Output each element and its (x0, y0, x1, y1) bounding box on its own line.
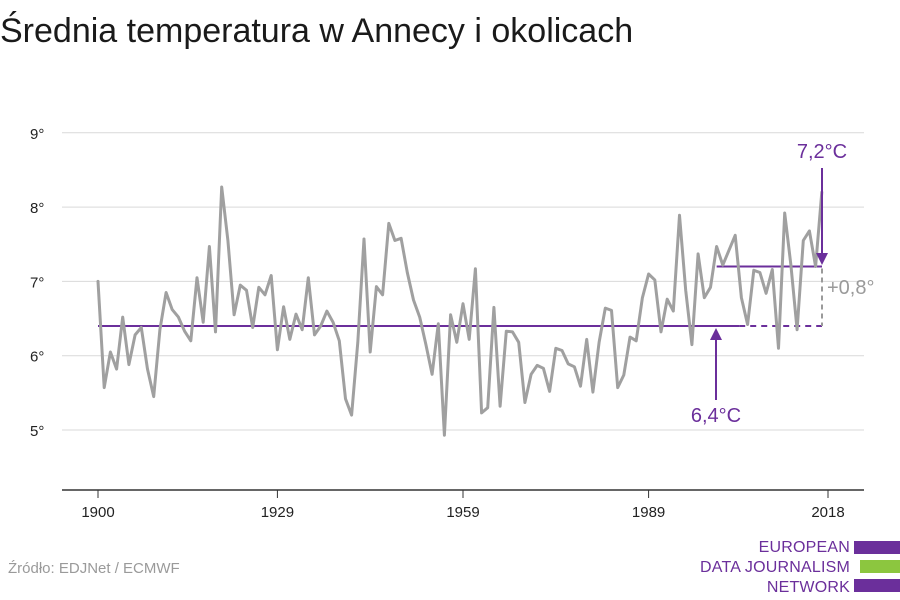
x-tick-label-1900: 1900 (81, 504, 114, 521)
x-tick-label-1929: 1929 (261, 504, 294, 521)
y-tick-label-6: 6° (30, 349, 44, 366)
series-group (96, 185, 824, 437)
y-tick-labels: 5° 6° 7° 8° 9° (30, 126, 44, 440)
label-long-average: 6,4°C (691, 405, 741, 427)
x-axis: 1900 1929 1959 1989 2018 (62, 489, 864, 521)
edjnet-logo: EUROPEAN DATA JOURNALISM NETWORK (700, 536, 900, 598)
logo-bar-1 (854, 541, 900, 554)
y-tick-label-7: 7° (30, 274, 44, 291)
logo-line-2: DATA JOURNALISM (700, 559, 850, 576)
x-tick-label-1959: 1959 (446, 504, 479, 521)
y-tick-label-8: 8° (30, 200, 44, 217)
annotations: +0,8° 7,2°C 6,4°C (691, 141, 875, 427)
source-note: Źródło: EDJNet / ECMWF (8, 560, 180, 577)
logo-bar-3 (854, 579, 900, 592)
x-tick-label-2018: 2018 (811, 504, 844, 521)
grid-lines (62, 132, 864, 431)
logo-line-3: NETWORK (766, 579, 850, 596)
arrow-long-head (710, 328, 722, 340)
chart-title: Średnia temperatura w Annecy i okolicach (0, 12, 634, 50)
arrow-recent-head (816, 253, 828, 265)
y-tick-label-5: 5° (30, 423, 44, 440)
logo-bar-2 (860, 560, 900, 573)
difference-label: +0,8° (827, 277, 874, 299)
temperature-series-line (96, 185, 824, 437)
x-tick-label-1989: 1989 (632, 504, 665, 521)
label-recent-average: 7,2°C (797, 141, 847, 163)
logo-line-1: EUROPEAN (758, 539, 850, 556)
y-tick-label-9: 9° (30, 126, 44, 143)
